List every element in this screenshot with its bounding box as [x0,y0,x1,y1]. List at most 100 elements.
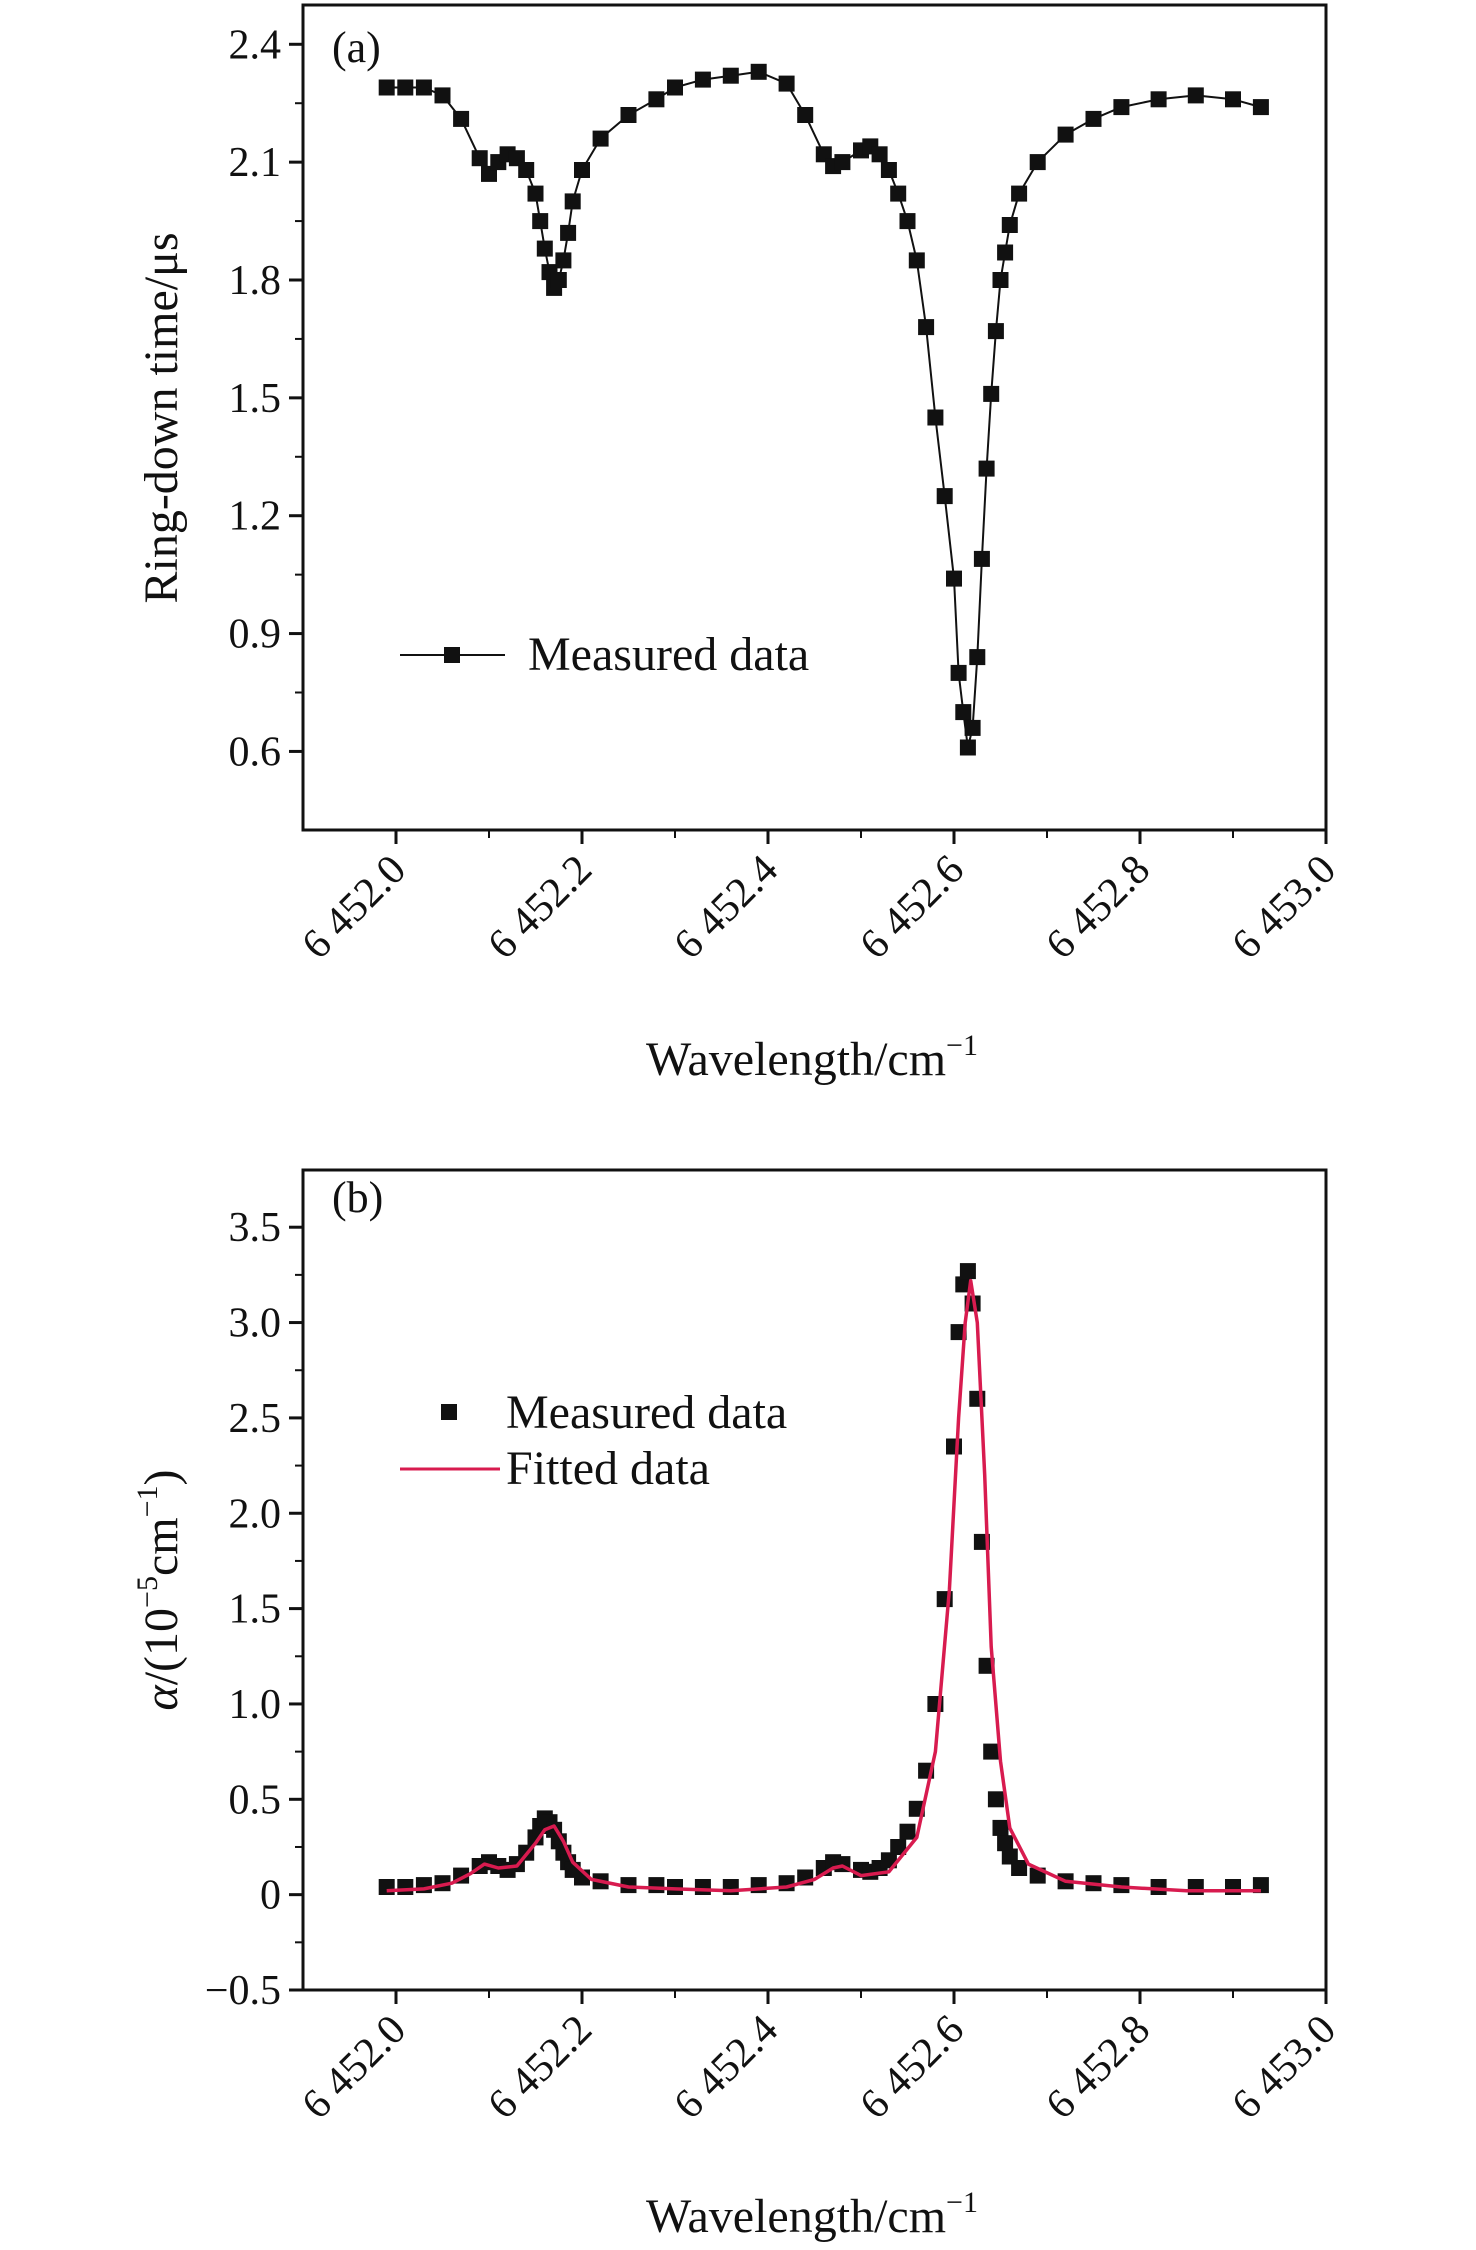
data-point [778,75,795,92]
series-group-a [378,63,1269,756]
data-point [987,1791,1004,1808]
y-tick-label: 2.0 [229,1491,282,1537]
data-point [1150,91,1167,108]
legend-b: Measured data Fitted data [400,1386,787,1495]
data-point [750,63,767,80]
x-tick-label: 6 452.8 [1037,2007,1159,2129]
data-point [1113,99,1130,116]
data-point [1011,185,1028,202]
data-point [983,1743,1000,1760]
data-point [1029,154,1046,171]
data-point [648,1877,665,1894]
data-point [899,1823,916,1840]
data-point [471,150,488,167]
x-tick-label: 6 452.4 [665,2007,787,2129]
x-axis-title-a-main: Wavelength/cm [646,1033,946,1086]
data-point [964,719,981,736]
x-axis-title-b: Wavelength/cm−1 [646,2186,978,2243]
data-point [978,460,995,477]
data-point [983,385,1000,402]
data-point [560,224,577,241]
data-point [871,146,888,163]
x-tick-label: 6 452.2 [479,2007,601,2129]
data-point [959,739,976,756]
data-point [667,79,683,96]
data-point [1011,1860,1028,1876]
y-axis-title-b-sup1: −5 [131,1576,164,1608]
y-axis-title-b-p3: ) [135,1470,188,1486]
legend-marker-a [444,647,460,663]
y-axis-title-b-sup2: −1 [131,1485,164,1517]
data-point [890,185,907,202]
data-point [555,252,572,269]
x-axis-title-a: Wavelength/cm−1 [646,1029,978,1086]
x-tick-label: 6 452.0 [293,2007,415,2129]
data-point [899,213,916,230]
panel-b: (b) −0.500.51.01.52.02.53.03.5 6 452.0 6 … [131,1168,1345,2243]
data-point [564,193,581,210]
data-point [532,213,549,230]
y-tick-label: 3.5 [229,1205,282,1251]
data-point [1187,1879,1204,1895]
y-tick-label: −0.5 [205,1968,281,2014]
x-axis-title-a-sup: −1 [946,1029,978,1062]
data-point [955,1276,972,1293]
data-point [992,272,1009,288]
x-tick-label: 6 453.0 [1223,2007,1345,2129]
y-tick-label: 1.5 [229,1587,282,1633]
x-tick-label: 6 452.6 [851,847,973,969]
data-point [992,1819,1009,1836]
data-point [397,1879,414,1895]
data-point [518,162,535,178]
x-tick-label: 6 452.6 [851,2007,973,2129]
data-point [574,162,590,178]
y-axis-b: −0.5 0 0.5 1.0 1.5 2.0 2.5 3.0 3.5 [205,1205,303,2014]
panel-label-a: (a) [332,23,381,72]
data-point [527,185,544,202]
y-axis-a: 0.6 0.9 1.2 1.5 1.8 2.1 2.4 [229,22,303,775]
legend-label-measured-a: Measured data [528,628,809,681]
data-point [1057,126,1074,143]
data-point [592,130,609,147]
data-point [1150,1879,1167,1895]
y-tick-label: 2.5 [229,1396,282,1442]
plot-frame-b [301,1168,1328,1992]
data-point [620,107,637,123]
y-tick-label: 2.1 [229,140,282,186]
y-axis-title-b: α/(10−5cm−1) [131,1470,188,1711]
y-tick-label: 0 [260,1873,281,1919]
data-point [722,1879,739,1895]
data-point [950,664,967,681]
data-point [797,107,814,123]
data-point [880,162,897,178]
x-tick-label: 6 452.8 [1037,847,1159,969]
data-point [378,79,395,96]
data-point [453,110,470,127]
data-point [378,1879,395,1895]
y-axis-title-b-p2: cm [135,1517,188,1576]
x-tick-label: 6 452.0 [293,847,415,969]
data-point [648,91,665,108]
legend-marker-b [441,1404,457,1420]
panel-label-b: (b) [332,1173,383,1222]
data-point [1252,99,1269,116]
data-point [694,1879,711,1895]
data-point [1001,217,1018,233]
y-axis-title-b-p1: /(10 [135,1608,188,1685]
y-axis-title-b-italic: α [135,1685,188,1711]
data-point [1225,91,1241,108]
data-point [890,1839,907,1855]
y-tick-label: 3.0 [229,1301,282,1347]
data-point [1085,110,1102,127]
data-point [997,244,1014,261]
y-tick-label: 1.2 [229,494,282,540]
data-point [1225,1879,1241,1895]
data-point [397,79,414,96]
data-point [908,252,925,269]
series-group-b [378,1263,1269,1895]
data-point [927,409,944,426]
data-point [620,1877,637,1894]
y-tick-label: 1.5 [229,376,282,422]
series-line-measured-data [386,70,1262,749]
legend-a: Measured data [400,628,809,681]
